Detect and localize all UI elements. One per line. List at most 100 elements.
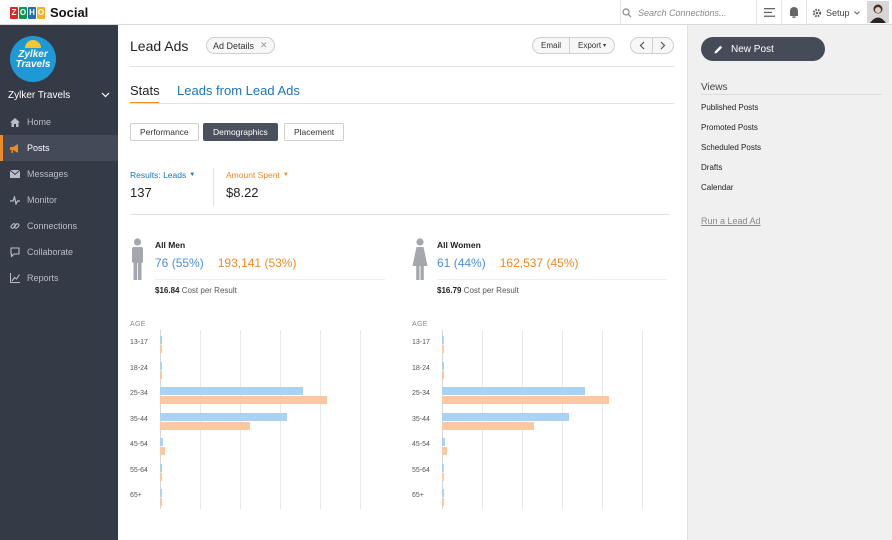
bar-reach[interactable] bbox=[442, 370, 444, 379]
view-published-posts[interactable]: Published Posts bbox=[701, 103, 759, 112]
view-promoted-posts[interactable]: Promoted Posts bbox=[701, 123, 758, 132]
segment-performance[interactable]: Performance bbox=[130, 123, 199, 141]
men-reach-value: 193,141 bbox=[217, 256, 262, 270]
bar-reach[interactable] bbox=[160, 370, 162, 379]
results-value: 137 bbox=[130, 185, 152, 200]
setup-menu[interactable]: Setup bbox=[812, 0, 865, 25]
men-reach: 193,141 (53%) bbox=[218, 256, 297, 270]
men-leads: 76 (55%) bbox=[155, 256, 204, 270]
ad-details-chip[interactable]: Ad Details ✕ bbox=[206, 37, 275, 54]
next-button[interactable] bbox=[652, 38, 673, 53]
age-label: 25-34 bbox=[130, 390, 148, 397]
age-axis-title: AGE bbox=[130, 321, 146, 328]
bar-leads[interactable] bbox=[160, 489, 162, 497]
amount-label: Amount Spent bbox=[226, 170, 280, 180]
sidebar-item-label: Connections bbox=[27, 221, 78, 231]
bar-leads[interactable] bbox=[160, 412, 287, 421]
bar-leads[interactable] bbox=[160, 361, 162, 370]
bar-leads[interactable] bbox=[442, 412, 569, 421]
export-button[interactable]: Export ▾ bbox=[569, 38, 614, 53]
view-calendar[interactable]: Calendar bbox=[701, 183, 734, 192]
page-title: Lead Ads bbox=[130, 38, 189, 54]
segment-demographics[interactable]: Demographics bbox=[203, 123, 278, 141]
search-input[interactable]: Search Connections... bbox=[622, 0, 756, 25]
close-icon[interactable]: ✕ bbox=[260, 40, 268, 50]
sidebar-item-posts[interactable]: Posts bbox=[0, 135, 118, 161]
envelope-icon bbox=[10, 169, 20, 179]
previous-button[interactable] bbox=[631, 38, 652, 53]
bar-reach[interactable] bbox=[442, 345, 444, 353]
bar-leads[interactable] bbox=[442, 463, 444, 472]
bar-leads[interactable] bbox=[442, 336, 444, 344]
app-logo[interactable]: Z O H O Social bbox=[10, 5, 88, 20]
men-cost: $16.84 Cost per Result bbox=[155, 286, 237, 295]
divider bbox=[756, 0, 757, 25]
chip-label: Ad Details bbox=[213, 40, 255, 51]
new-post-label: New Post bbox=[731, 43, 774, 55]
bar-reach[interactable] bbox=[160, 472, 162, 481]
results-dropdown[interactable]: Results: Leads ▼ bbox=[130, 170, 195, 180]
age-label: 35-44 bbox=[130, 415, 148, 423]
zoho-letter: O bbox=[19, 6, 27, 19]
bar-leads[interactable] bbox=[442, 361, 444, 370]
link-icon bbox=[10, 221, 20, 231]
list-icon[interactable] bbox=[757, 0, 781, 25]
export-label: Export bbox=[578, 41, 602, 50]
tab-stats[interactable]: Stats bbox=[130, 83, 160, 104]
men-cost-value: $16.84 bbox=[155, 286, 180, 295]
segment-placement[interactable]: Placement bbox=[284, 123, 345, 141]
sidebar-item-monitor[interactable]: Monitor bbox=[0, 187, 118, 213]
top-bar: Z O H O Social Search Connections... Set… bbox=[0, 0, 892, 25]
age-label: 13-17 bbox=[130, 339, 148, 346]
bar-reach[interactable] bbox=[160, 345, 162, 353]
bar-leads[interactable] bbox=[160, 438, 164, 446]
bar-reach[interactable] bbox=[160, 396, 327, 404]
sidebar-item-connections[interactable]: Connections bbox=[0, 213, 118, 239]
bar-reach[interactable] bbox=[160, 421, 250, 430]
view-scheduled-posts[interactable]: Scheduled Posts bbox=[701, 143, 762, 152]
setup-label: Setup bbox=[826, 7, 850, 18]
bar-leads[interactable] bbox=[160, 463, 162, 472]
divider bbox=[130, 214, 670, 215]
divider bbox=[781, 0, 782, 25]
women-reach-value: 162,537 bbox=[499, 256, 544, 270]
age-label: 55-64 bbox=[130, 466, 148, 474]
pager bbox=[630, 37, 674, 54]
gridline bbox=[320, 330, 321, 509]
divider bbox=[437, 279, 667, 280]
avatar[interactable] bbox=[867, 1, 889, 23]
divider bbox=[130, 66, 674, 67]
bar-reach[interactable] bbox=[442, 498, 444, 506]
bar-leads[interactable] bbox=[442, 489, 444, 497]
bar-reach[interactable] bbox=[442, 447, 447, 455]
men-leads-pct: (55%) bbox=[171, 256, 204, 270]
men-reach-pct: (53%) bbox=[264, 256, 297, 270]
chevron-down-icon bbox=[101, 92, 110, 98]
view-drafts[interactable]: Drafts bbox=[701, 163, 723, 172]
gridline bbox=[360, 330, 361, 509]
bar-reach[interactable] bbox=[442, 421, 534, 430]
email-button[interactable]: Email bbox=[541, 41, 562, 50]
bar-leads[interactable] bbox=[160, 387, 304, 395]
bar-reach[interactable] bbox=[442, 472, 444, 481]
bar-reach[interactable] bbox=[160, 447, 165, 455]
zoho-letter: Z bbox=[10, 6, 18, 19]
age-label: 55-64 bbox=[412, 466, 430, 474]
zoho-letter: H bbox=[28, 6, 36, 19]
sidebar-item-home[interactable]: Home bbox=[0, 109, 118, 135]
bar-leads[interactable] bbox=[442, 438, 446, 446]
bar-leads[interactable] bbox=[442, 387, 586, 395]
women-stats: 61 (44%) 162,537 (45%) bbox=[437, 256, 578, 270]
run-lead-ad-link[interactable]: Run a Lead Ad bbox=[701, 216, 761, 226]
bar-reach[interactable] bbox=[160, 498, 162, 506]
tab-leads[interactable]: Leads from Lead Ads bbox=[177, 83, 300, 98]
bar-reach[interactable] bbox=[442, 396, 609, 404]
notification-icon[interactable] bbox=[782, 0, 806, 25]
sidebar-item-reports[interactable]: Reports bbox=[0, 265, 118, 291]
new-post-button[interactable]: New Post bbox=[701, 37, 825, 61]
sidebar-item-messages[interactable]: Messages bbox=[0, 161, 118, 187]
sidebar-item-collaborate[interactable]: Collaborate bbox=[0, 239, 118, 265]
org-switcher[interactable]: Zylker Travels bbox=[8, 87, 110, 103]
amount-dropdown[interactable]: Amount Spent ▼ bbox=[226, 170, 289, 180]
bar-leads[interactable] bbox=[160, 336, 162, 344]
